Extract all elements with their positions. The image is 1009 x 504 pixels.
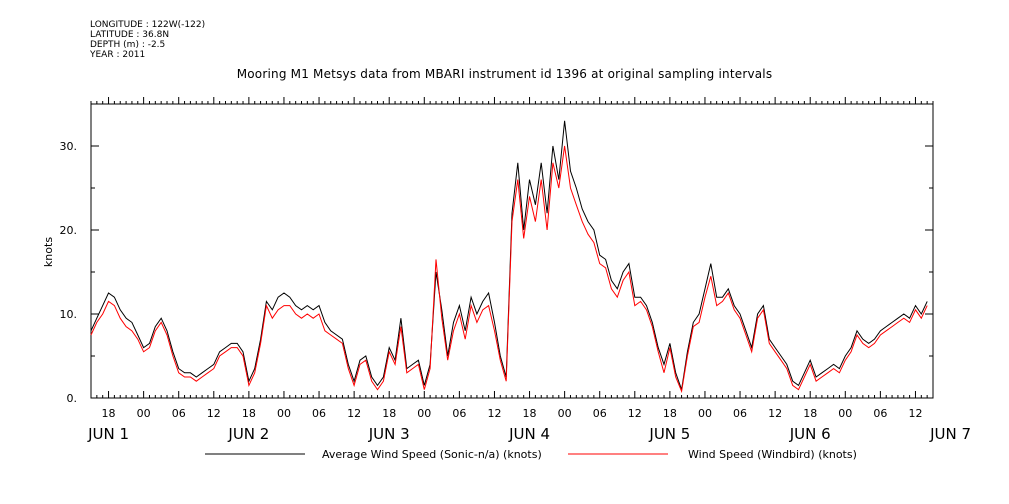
- x-tick-label: 12: [908, 407, 922, 420]
- series-group: [90, 120, 928, 394]
- series-average-wind-line: [90, 120, 928, 390]
- legend-label-average: Average Wind Speed (Sonic-n/a) (knots): [322, 448, 542, 461]
- x-tick-label: 12: [628, 407, 642, 420]
- x-tick-label: 06: [312, 407, 326, 420]
- x-day-label: JUN 7: [929, 425, 971, 443]
- legend-label-windbird: Wind Speed (Windbird) (knots): [688, 448, 857, 461]
- x-tick-label: 06: [733, 407, 747, 420]
- x-tick-label: 12: [768, 407, 782, 420]
- x-tick-label: 12: [347, 407, 361, 420]
- x-tick-label: 06: [873, 407, 887, 420]
- y-tick-label: 10.: [60, 308, 78, 321]
- x-tick-label: 18: [803, 407, 817, 420]
- x-day-label: JUN 5: [648, 425, 690, 443]
- x-tick-label: 00: [838, 407, 852, 420]
- x-day-label: JUN 4: [508, 425, 550, 443]
- x-tick-label: 00: [137, 407, 151, 420]
- x-axis: 18 00 06 12 18 00 06 12 18 00 06 12 18 00 06 12 18 00 06 12…: [87, 97, 971, 443]
- year-label: YEAR : 2011: [90, 50, 146, 60]
- y-tick-label: 0.: [67, 392, 78, 405]
- y-tick-label: 30.: [60, 140, 78, 153]
- legend: Average Wind Speed (Sonic-n/a) (knots) W…: [205, 448, 857, 461]
- x-day-label: JUN 2: [227, 425, 269, 443]
- x-tick-label: 06: [593, 407, 607, 420]
- x-tick-label: 12: [207, 407, 221, 420]
- chart-title: Mooring M1 Metsys data from MBARI instru…: [236, 67, 773, 81]
- x-tick-label: 06: [172, 407, 186, 420]
- plot-frame: [90, 103, 934, 399]
- x-tick-label: 06: [452, 407, 466, 420]
- metadata-block: LONGITUDE : 122W(-122) LATITUDE : 36.8N …: [90, 20, 205, 60]
- x-tick-label: 18: [242, 407, 256, 420]
- latitude-label: LATITUDE : 36.8N: [90, 30, 170, 40]
- y-tick-label: 20.: [60, 224, 78, 237]
- x-tick-label: 18: [663, 407, 677, 420]
- x-tick-label: 12: [487, 407, 501, 420]
- x-tick-label: 18: [382, 407, 396, 420]
- y-axis: 0. 10. 20. 30.: [60, 140, 933, 405]
- x-day-label: JUN 3: [368, 425, 410, 443]
- longitude-label: LONGITUDE : 122W(-122): [90, 20, 206, 30]
- x-tick-label: 00: [558, 407, 572, 420]
- x-day-label: JUN 6: [789, 425, 831, 443]
- x-tick-label: 00: [698, 407, 712, 420]
- x-tick-label: 18: [523, 407, 537, 420]
- x-tick-label: 00: [417, 407, 431, 420]
- y-axis-label: knots: [42, 237, 55, 267]
- series-windbird-line: [90, 145, 928, 394]
- x-tick-label: 00: [277, 407, 291, 420]
- x-day-label: JUN 1: [87, 425, 129, 443]
- x-tick-label: 18: [102, 407, 116, 420]
- depth-label: DEPTH (m) : -2.5: [90, 40, 166, 50]
